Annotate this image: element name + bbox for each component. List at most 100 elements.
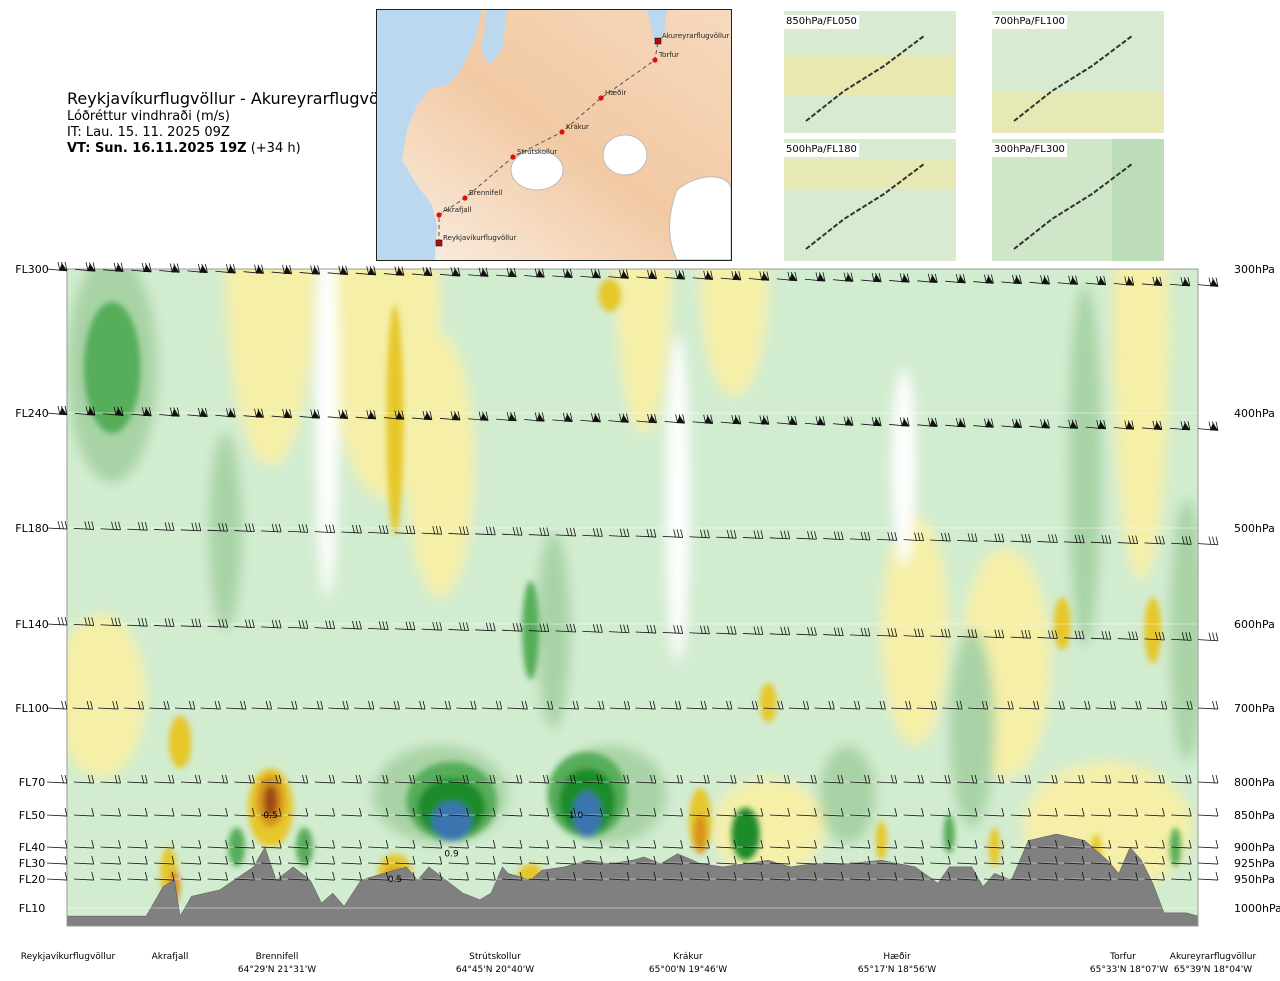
wind-barb-feather — [733, 625, 737, 635]
wind-barb — [1064, 814, 1085, 817]
wind-barb-feather — [833, 627, 837, 636]
wind-barb-feather — [513, 412, 517, 421]
wind-barb-feather — [760, 839, 764, 849]
wind-barb — [930, 814, 951, 817]
wind-barb-feather — [857, 700, 861, 710]
wind-barb-feather — [947, 871, 951, 881]
wind-barb-feather — [1155, 535, 1158, 545]
wind-barb-feather — [787, 839, 791, 849]
wind-barb-feather — [542, 527, 546, 536]
wind-barb-feather — [680, 625, 684, 634]
wind-barb-feather — [422, 700, 426, 710]
wind-barb-feather — [906, 273, 910, 283]
wind-barb — [528, 814, 549, 817]
wind-barb-feather — [1215, 871, 1219, 881]
wind-barb — [1090, 814, 1111, 817]
wind-barb-feather — [867, 627, 871, 637]
wind-barb — [46, 707, 68, 710]
wind-barb-feather — [569, 412, 573, 422]
wind-barb-pennant — [311, 410, 320, 419]
wind-barb-feather — [439, 774, 443, 784]
wind-barb-feather — [525, 700, 528, 710]
pressure-tick: 900hPa — [1234, 841, 1275, 854]
wind-barb — [1090, 862, 1111, 865]
wind-barb — [1064, 862, 1085, 865]
wind-barb-feather — [225, 774, 228, 784]
wind-barb-feather — [118, 521, 121, 530]
pressure-tick: 800hPa — [1234, 776, 1275, 789]
wind-barb-feather — [673, 625, 677, 634]
wind-barb-feather — [1188, 807, 1192, 817]
wind-barb-feather — [218, 523, 221, 532]
wind-barb-feather — [1103, 420, 1107, 429]
wind-barb-feather — [87, 617, 91, 626]
wind-barb-pennant — [873, 418, 882, 426]
station-name: Reykjavíkurflugvöllur — [21, 952, 116, 962]
wind-barb-feather — [432, 525, 436, 535]
wind-barb-feather — [573, 871, 576, 881]
station-coordinates: 65°00'N 19°46'W — [649, 965, 727, 975]
wind-barb-feather — [459, 622, 462, 631]
wind-barb — [609, 846, 630, 849]
wind-barb — [421, 846, 442, 849]
wind-barb-pennant — [87, 263, 96, 272]
wind-barb-feather — [1212, 700, 1215, 710]
wind-barb-feather — [1162, 535, 1165, 545]
wind-barb — [876, 862, 897, 865]
wind-barb-feather — [596, 624, 600, 633]
wind-barb-feather — [780, 530, 784, 539]
wind-barb-feather — [385, 839, 389, 849]
station-labels: Reykjavíkurflugvöllur Akrafjall Brennifell… — [21, 952, 1257, 975]
wind-barb — [876, 814, 897, 817]
wind-barb-feather — [87, 521, 91, 530]
wind-barb-feather — [176, 263, 180, 273]
wind-barb-feather — [359, 839, 362, 849]
wind-barb-feather — [409, 525, 412, 534]
wind-barb-feather — [753, 626, 757, 635]
wind-barb — [1037, 846, 1058, 849]
wind-barb-feather — [194, 618, 198, 627]
wind-barb-feather — [653, 839, 657, 849]
field-core-region — [386, 305, 404, 536]
wind-barb-feather — [171, 774, 175, 784]
wind-barb-feather — [1215, 421, 1219, 431]
wind-barb — [1010, 862, 1031, 865]
wind-barb-feather — [1188, 839, 1192, 849]
fjord-area — [481, 10, 507, 65]
station-name: Akureyrarflugvöllur — [1170, 952, 1257, 962]
field-core-region — [693, 814, 708, 854]
wind-barb-pennant — [423, 267, 432, 276]
wind-barb — [662, 814, 683, 817]
pressure-tick: 400hPa — [1234, 407, 1275, 420]
wind-barb-feather — [519, 807, 523, 817]
wind-barb-feather — [332, 620, 336, 629]
wind-barb-feather — [908, 700, 912, 710]
wind-barb — [154, 814, 175, 817]
wind-barb-feather — [733, 871, 737, 881]
wind-barb-feather — [646, 528, 650, 538]
wind-barb-feather — [569, 527, 573, 537]
wind-barb-feather — [114, 521, 118, 530]
wind-barb-feather — [1185, 774, 1189, 784]
wind-barb-feather — [141, 617, 145, 627]
wind-barb — [394, 814, 415, 817]
wind-barb-feather — [118, 839, 121, 849]
wind-barb — [314, 862, 335, 865]
wind-barb-feather — [385, 855, 389, 865]
wind-barb-feather — [733, 855, 737, 865]
wind-barb-feather — [64, 405, 68, 415]
wind-barb — [234, 878, 255, 881]
wind-barb-feather — [192, 700, 196, 710]
wind-barb-feather — [1158, 774, 1162, 784]
wind-barb-feather — [971, 533, 974, 542]
wind-barb-feather — [1001, 774, 1005, 784]
wind-barb-feather — [1162, 871, 1165, 881]
wind-barb-feather — [840, 627, 844, 636]
wind-barb-feather — [883, 700, 886, 710]
wind-barb-feather — [700, 529, 703, 538]
wind-barb — [1010, 814, 1031, 817]
wind-barb-feather — [198, 871, 202, 881]
wind-barb-feather — [168, 618, 171, 627]
wind-barb-feather — [459, 526, 462, 535]
wind-barb-feather — [435, 525, 439, 535]
